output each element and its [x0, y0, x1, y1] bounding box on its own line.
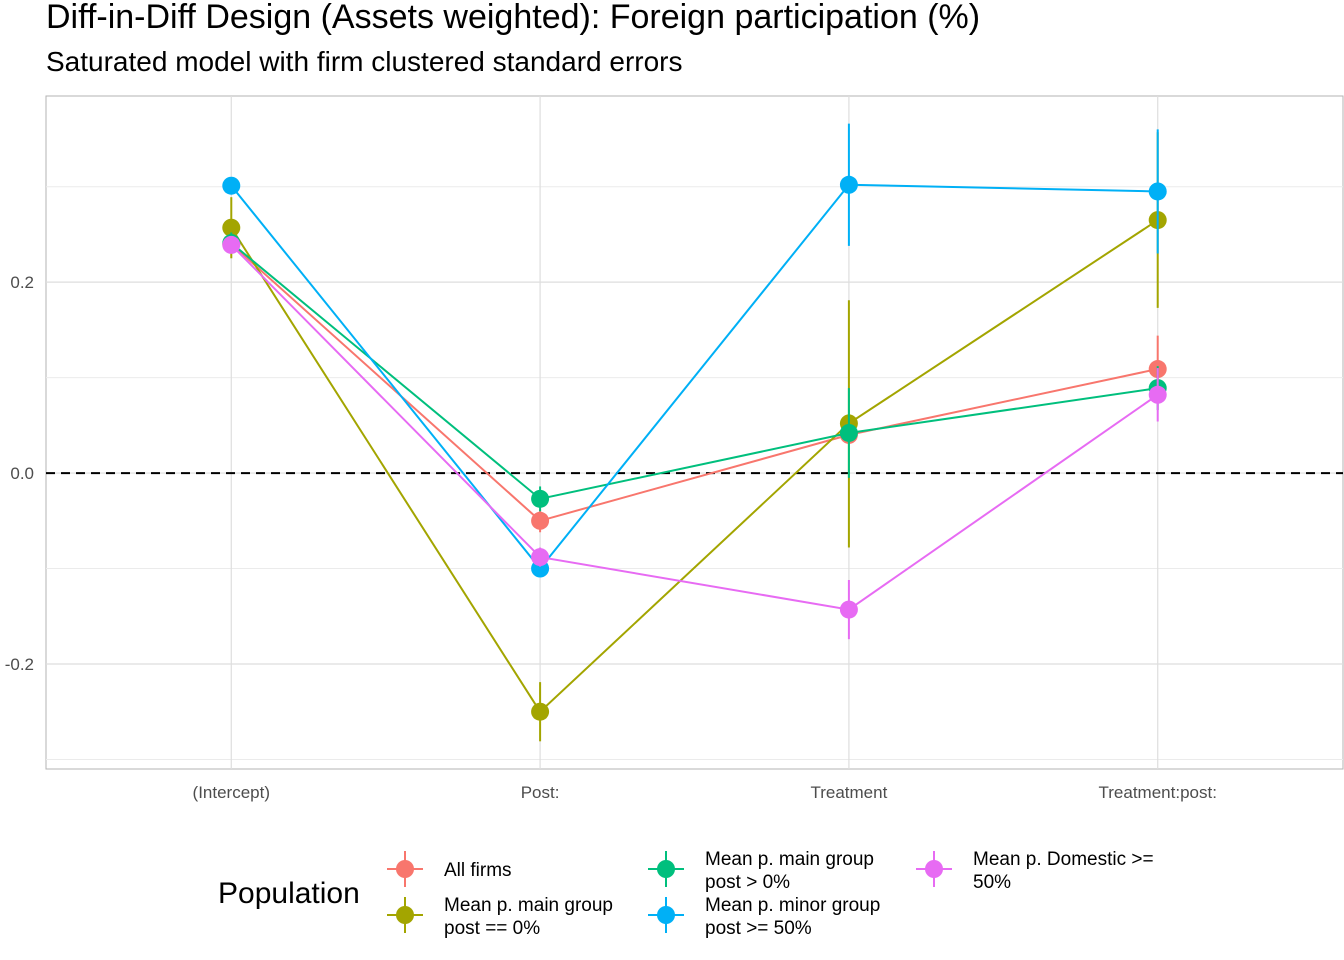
- series-line: [230, 183, 1158, 571]
- x-tick-label: Treatment: [810, 783, 887, 802]
- legend-label: post == 0%: [444, 918, 540, 939]
- plot-panel: [45, 95, 1344, 770]
- legend-label: Mean p. main group: [444, 895, 613, 916]
- y-tick-label: 0.0: [10, 464, 34, 483]
- chart-subtitle: Saturated model with firm clustered stan…: [46, 46, 683, 77]
- legend-title: Population: [218, 877, 360, 910]
- data-point: [1148, 385, 1167, 404]
- series-4: [222, 235, 1167, 640]
- y-tick-label: 0.2: [10, 273, 34, 292]
- legend-item: All firms: [387, 851, 512, 887]
- data-point: [222, 235, 241, 254]
- data-point: [839, 175, 858, 194]
- legend-key-point: [925, 860, 943, 878]
- data-point: [839, 423, 858, 442]
- legend-item: Mean p. Domestic >=50%: [916, 849, 1154, 893]
- series-layer: [222, 123, 1167, 742]
- data-point: [531, 702, 550, 721]
- legend-key-point: [657, 860, 675, 878]
- legend-label: 50%: [973, 872, 1011, 893]
- legend-key-point: [396, 906, 414, 924]
- data-point: [839, 600, 858, 619]
- data-point: [531, 511, 550, 530]
- x-tick-label: Post:: [521, 783, 560, 802]
- legend-label: Mean p. Domestic >=: [973, 849, 1154, 870]
- legend-key-point: [657, 906, 675, 924]
- data-point: [222, 176, 241, 195]
- data-point: [1148, 182, 1167, 201]
- legend-label: All firms: [444, 860, 512, 881]
- series-line: [230, 243, 1158, 522]
- data-point: [531, 548, 550, 567]
- x-tick-label: Treatment:post:: [1099, 783, 1217, 802]
- data-point: [222, 218, 241, 237]
- x-tick-label: (Intercept): [193, 783, 270, 802]
- chart-title: Diff-in-Diff Design (Assets weighted): F…: [46, 0, 981, 36]
- axis-labels: -0.2 0.0 0.2 (Intercept) Post: Treatment Treat…: [5, 273, 1217, 802]
- y-tick-label: -0.2: [5, 655, 34, 674]
- panel-border: [45, 95, 1344, 770]
- legend-label: post >= 50%: [705, 918, 812, 939]
- legend-key-point: [396, 860, 414, 878]
- series-line: [230, 244, 1159, 611]
- legend-label: Mean p. minor group: [705, 895, 880, 916]
- legend-label: post > 0%: [705, 872, 790, 893]
- legend-label: Mean p. main group: [705, 849, 874, 870]
- data-point: [531, 489, 550, 508]
- series-line: [230, 242, 1158, 500]
- series-line: [230, 219, 1159, 714]
